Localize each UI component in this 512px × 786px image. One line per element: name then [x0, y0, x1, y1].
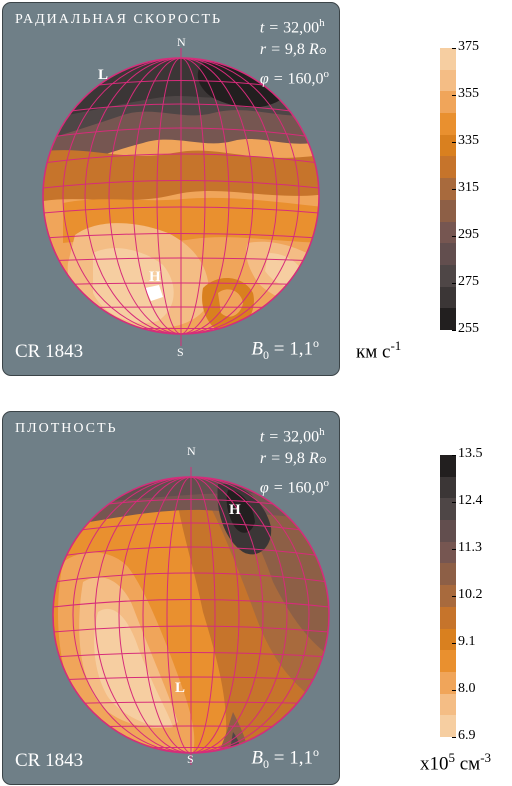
colorbar-swatch [440, 243, 456, 265]
velocity-tick: 255 [452, 321, 479, 336]
colorbar-swatch [440, 563, 456, 586]
colorbar-swatch [440, 48, 456, 70]
colorbar-swatch [440, 69, 456, 92]
colorbar-swatch [440, 476, 456, 499]
density-min-label: L [175, 680, 186, 696]
velocity-tick: 335 [452, 133, 479, 148]
density-panel: ПЛОТНОСТЬ t = 32,00h r = 9,8 R⊙ φ = 160,… [2, 411, 340, 785]
colorbar-swatch [440, 91, 456, 114]
colorbar-swatch [440, 455, 456, 477]
velocity-colorbar [440, 48, 456, 330]
colorbar-swatch [440, 286, 456, 309]
velocity-params: t = 32,00h r = 9,8 R⊙ φ = 160,0o [259, 17, 329, 88]
density-tick: 11.3 [452, 540, 482, 555]
colorbar-swatch [440, 520, 456, 542]
colorbar-swatch [440, 715, 456, 737]
north-pole-label: N [187, 444, 196, 458]
velocity-title: РАДИАЛЬНАЯ СКОРОСТЬ [15, 12, 223, 27]
south-pole-label: S [177, 345, 184, 359]
north-pole-label: N [177, 35, 186, 49]
velocity-unit: км с-1 [356, 338, 402, 363]
density-tick: 6.9 [452, 728, 476, 743]
colorbar-swatch [440, 199, 456, 222]
velocity-panel: РАДИАЛЬНАЯ СКОРОСТЬ t = 32,00h r = 9,8 R… [2, 2, 340, 376]
density-tick: 13.5 [452, 446, 483, 461]
south-pole-label: S [187, 752, 194, 766]
carrington-rotation: CR 1843 [15, 341, 84, 362]
colorbar-swatch [440, 541, 456, 564]
carrington-rotation: CR 1843 [15, 750, 84, 771]
colorbar-swatch [440, 113, 456, 135]
colorbar-swatch [440, 650, 456, 672]
density-max-label: H [229, 502, 241, 518]
density-tick: 10.2 [452, 587, 483, 602]
colorbar-swatch [440, 134, 456, 157]
colorbar-swatch [440, 156, 456, 179]
colorbar-swatch [440, 178, 456, 200]
colorbar-swatch [440, 671, 456, 694]
velocity-min-label: L [98, 67, 109, 83]
velocity-tick: 315 [452, 180, 479, 195]
b0-value: B0 = 1,1o [251, 335, 319, 362]
density-params: t = 32,00h r = 9,8 R⊙ φ = 160,0o [259, 426, 329, 497]
density-unit: x105 см-3 [420, 750, 492, 775]
density-globe [52, 467, 330, 765]
density-colorbar [440, 455, 456, 737]
velocity-max-label: H [149, 269, 161, 285]
velocity-tick: 295 [452, 227, 479, 242]
density-tick: 12.4 [452, 493, 483, 508]
colorbar-swatch [440, 498, 456, 521]
velocity-contours [43, 58, 319, 334]
density-tick: 8.0 [452, 681, 476, 696]
velocity-globe [42, 48, 320, 346]
b0-value: B0 = 1,1o [251, 744, 319, 771]
colorbar-swatch [440, 585, 456, 607]
colorbar-swatch [440, 628, 456, 651]
density-tick: 9.1 [452, 634, 476, 649]
colorbar-swatch [440, 221, 456, 244]
velocity-tick: 275 [452, 274, 479, 289]
colorbar-swatch [440, 308, 456, 330]
density-title: ПЛОТНОСТЬ [15, 421, 118, 436]
colorbar-swatch [440, 606, 456, 629]
velocity-tick: 375 [452, 39, 479, 54]
colorbar-swatch [440, 264, 456, 287]
colorbar-swatch [440, 693, 456, 716]
velocity-tick: 355 [452, 86, 479, 101]
